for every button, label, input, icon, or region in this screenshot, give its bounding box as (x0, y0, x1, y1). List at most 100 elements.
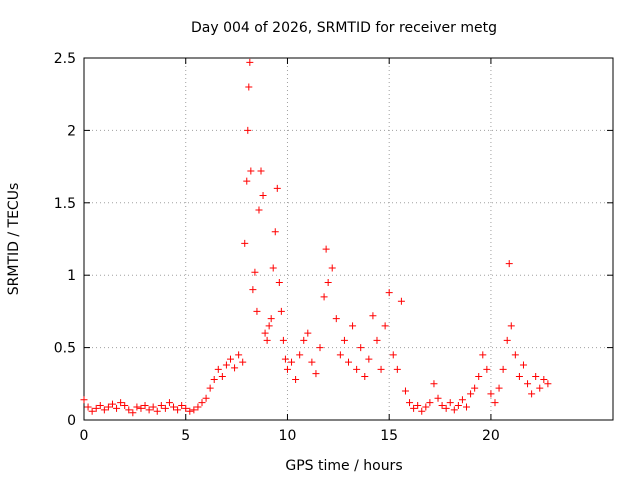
data-point (397, 297, 405, 305)
data-point (536, 384, 544, 392)
data-point (129, 409, 137, 417)
plot-frame (83, 57, 614, 421)
data-point (263, 336, 271, 344)
data-point (345, 358, 352, 366)
data-point (182, 404, 190, 412)
data-point (393, 365, 401, 373)
data-point (532, 373, 540, 381)
data-point (108, 400, 116, 408)
data-point (271, 228, 279, 236)
data-point (283, 365, 291, 373)
data-point (161, 404, 169, 412)
data-point (296, 351, 304, 359)
data-point (377, 365, 385, 373)
data-point (206, 384, 214, 392)
data-point (505, 260, 513, 268)
data-point (389, 351, 397, 359)
data-point (186, 407, 194, 415)
data-point (157, 402, 165, 410)
data-point (255, 206, 263, 214)
data-point (249, 286, 257, 294)
data-point (340, 336, 348, 344)
data-point (198, 399, 206, 407)
x-tick-label: 10 (279, 428, 297, 444)
data-point (304, 329, 312, 337)
data-point (353, 365, 361, 373)
data-point (385, 289, 393, 297)
data-point (300, 336, 308, 344)
data-point (430, 380, 438, 388)
data-point (511, 351, 519, 359)
data-point (178, 402, 186, 410)
data-point (153, 407, 161, 415)
data-point (96, 402, 104, 410)
data-point (322, 245, 330, 253)
data-point (369, 312, 377, 320)
data-point (88, 407, 96, 415)
data-point (84, 403, 92, 411)
grid-lines (84, 58, 613, 420)
data-point (471, 384, 479, 392)
data-point (365, 355, 373, 363)
y-tick-label: 2 (67, 123, 76, 139)
data-point (100, 406, 108, 414)
data-point (381, 322, 389, 330)
data-point (113, 404, 121, 412)
data-point (275, 278, 283, 286)
data-point (222, 361, 230, 369)
data-point (267, 315, 275, 323)
data-point (499, 365, 507, 373)
data-point (226, 355, 234, 363)
x-axis-label: GPS time / hours (285, 458, 402, 474)
data-point (463, 403, 471, 411)
data-point (332, 315, 340, 323)
data-point (475, 373, 483, 381)
data-point (414, 402, 422, 410)
y-tick-label: 0 (67, 413, 76, 429)
data-point (467, 390, 475, 398)
data-point (279, 336, 287, 344)
data-point (361, 373, 369, 381)
data-point (320, 293, 328, 301)
data-point (312, 370, 320, 378)
data-point (524, 380, 532, 388)
y-tick-label: 0.5 (54, 341, 76, 357)
data-point (165, 399, 173, 407)
data-point (406, 399, 414, 407)
x-tick-label: 5 (181, 428, 190, 444)
data-point (231, 364, 239, 372)
data-point (121, 402, 129, 410)
data-point (202, 394, 210, 402)
data-point (241, 239, 249, 247)
data-point (495, 384, 503, 392)
data-point (308, 358, 316, 366)
data-point (251, 268, 259, 276)
data-point (259, 192, 267, 200)
data-point (273, 184, 281, 192)
data-point (210, 375, 218, 383)
data-point (357, 344, 365, 352)
data-point (92, 404, 100, 412)
data-point (401, 387, 409, 395)
y-tick-label: 1 (67, 268, 76, 284)
data-point (418, 407, 426, 415)
data-point (426, 399, 434, 407)
data-point (261, 329, 269, 337)
data-point (528, 390, 536, 398)
data-point (438, 402, 446, 410)
x-tick-label: 20 (482, 428, 500, 444)
data-point (450, 406, 458, 414)
data-point (515, 373, 523, 381)
data-point (349, 322, 357, 330)
axis-ticks: 0 5 10 15 20 0 0.5 1 1.5 2 2.5 (54, 51, 613, 444)
data-point (328, 264, 336, 272)
data-point (137, 404, 145, 412)
data-point (479, 351, 487, 359)
data-points (80, 58, 552, 417)
data-point (133, 403, 141, 411)
data-point (410, 404, 418, 412)
x-tick-label: 15 (380, 428, 398, 444)
data-point (277, 307, 285, 315)
y-axis-label: SRMTID / TECUs (6, 183, 22, 296)
